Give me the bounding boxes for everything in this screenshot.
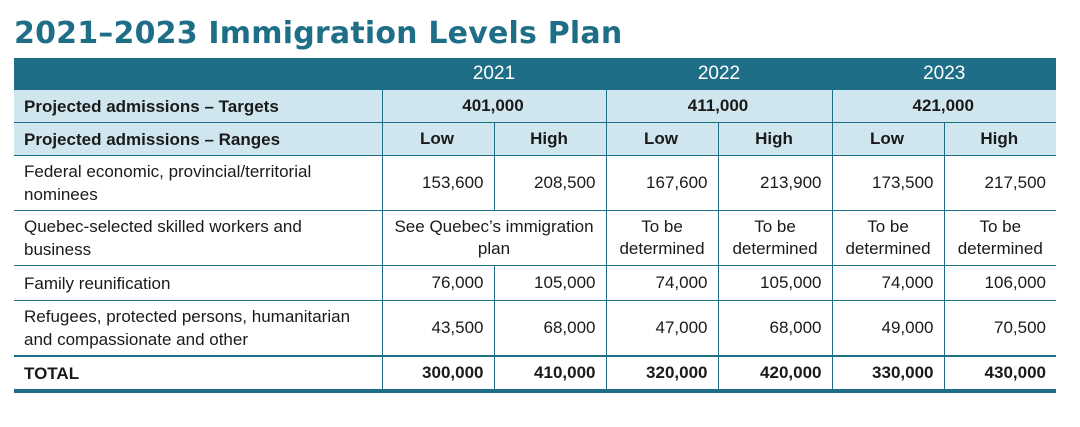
table-cell: 208,500: [493, 155, 606, 211]
table-cell: To be determined: [831, 210, 944, 266]
targets-row: Projected admissions – Targets 401,000 4…: [14, 90, 1056, 123]
table-cell: 68,000: [493, 300, 606, 357]
table-cell: 74,000: [605, 265, 718, 301]
table-cell: To be determined: [717, 210, 832, 266]
year-2023-header: 2023: [831, 58, 1056, 90]
table-cell: 74,000: [831, 265, 944, 301]
range-low-2021: Low: [381, 122, 494, 156]
range-low-2023: Low: [831, 122, 944, 156]
targets-label: Projected admissions – Targets: [14, 90, 382, 123]
target-2022: 411,000: [605, 90, 832, 123]
table-cell: 106,000: [943, 265, 1056, 301]
table-cell: 70,500: [943, 300, 1056, 357]
row-label: Quebec-selected skilled workers and busi…: [14, 210, 382, 266]
total-cell: 420,000: [717, 355, 832, 393]
year-2021-header: 2021: [381, 58, 606, 90]
year-header-row: 2021 2022 2023: [14, 58, 1056, 90]
table-cell: 49,000: [831, 300, 944, 357]
target-2023: 421,000: [831, 90, 1056, 123]
table-cell: 76,000: [381, 265, 494, 301]
row-label: Federal economic, provincial/territorial…: [14, 155, 382, 211]
table-cell: 153,600: [381, 155, 494, 211]
range-low-2022: Low: [605, 122, 718, 156]
total-cell: 330,000: [831, 355, 944, 393]
row-label: Family reunification: [14, 265, 382, 301]
total-label: TOTAL: [14, 355, 382, 393]
table-row-quebec: Quebec-selected skilled workers and busi…: [14, 210, 1056, 266]
table-cell: To be determined: [605, 210, 718, 266]
table-cell: 217,500: [943, 155, 1056, 211]
table-cell: 105,000: [717, 265, 832, 301]
ranges-row: Projected admissions – Ranges Low High L…: [14, 122, 1056, 156]
table-row-refugees: Refugees, protected persons, humanitaria…: [14, 300, 1056, 357]
range-high-2023: High: [943, 122, 1056, 156]
table-cell: 173,500: [831, 155, 944, 211]
year-2022-header: 2022: [605, 58, 832, 90]
quebec-plan-note: See Quebec’s immigration plan: [381, 210, 606, 266]
table-cell: To be determined: [943, 210, 1056, 266]
total-cell: 300,000: [381, 355, 494, 393]
table-row-total: TOTAL 300,000 410,000 320,000 420,000 33…: [14, 355, 1056, 393]
table-row-family: Family reunification 76,000 105,000 74,0…: [14, 265, 1056, 301]
table-cell: 167,600: [605, 155, 718, 211]
table-cell: 105,000: [493, 265, 606, 301]
target-2021: 401,000: [381, 90, 606, 123]
ranges-label: Projected admissions – Ranges: [14, 122, 382, 156]
total-cell: 430,000: [943, 355, 1056, 393]
table-cell: 47,000: [605, 300, 718, 357]
row-label: Refugees, protected persons, humanitaria…: [14, 300, 382, 357]
page-title: 2021–2023 Immigration Levels Plan: [14, 16, 623, 51]
table-cell: 213,900: [717, 155, 832, 211]
range-high-2022: High: [717, 122, 832, 156]
header-corner: [14, 58, 382, 90]
levels-plan-table: 2021 2022 2023 Projected admissions – Ta…: [14, 58, 1056, 393]
total-cell: 410,000: [493, 355, 606, 393]
range-high-2021: High: [493, 122, 606, 156]
table-cell: 43,500: [381, 300, 494, 357]
total-cell: 320,000: [605, 355, 718, 393]
table-cell: 68,000: [717, 300, 832, 357]
table-row-economic: Federal economic, provincial/territorial…: [14, 155, 1056, 211]
